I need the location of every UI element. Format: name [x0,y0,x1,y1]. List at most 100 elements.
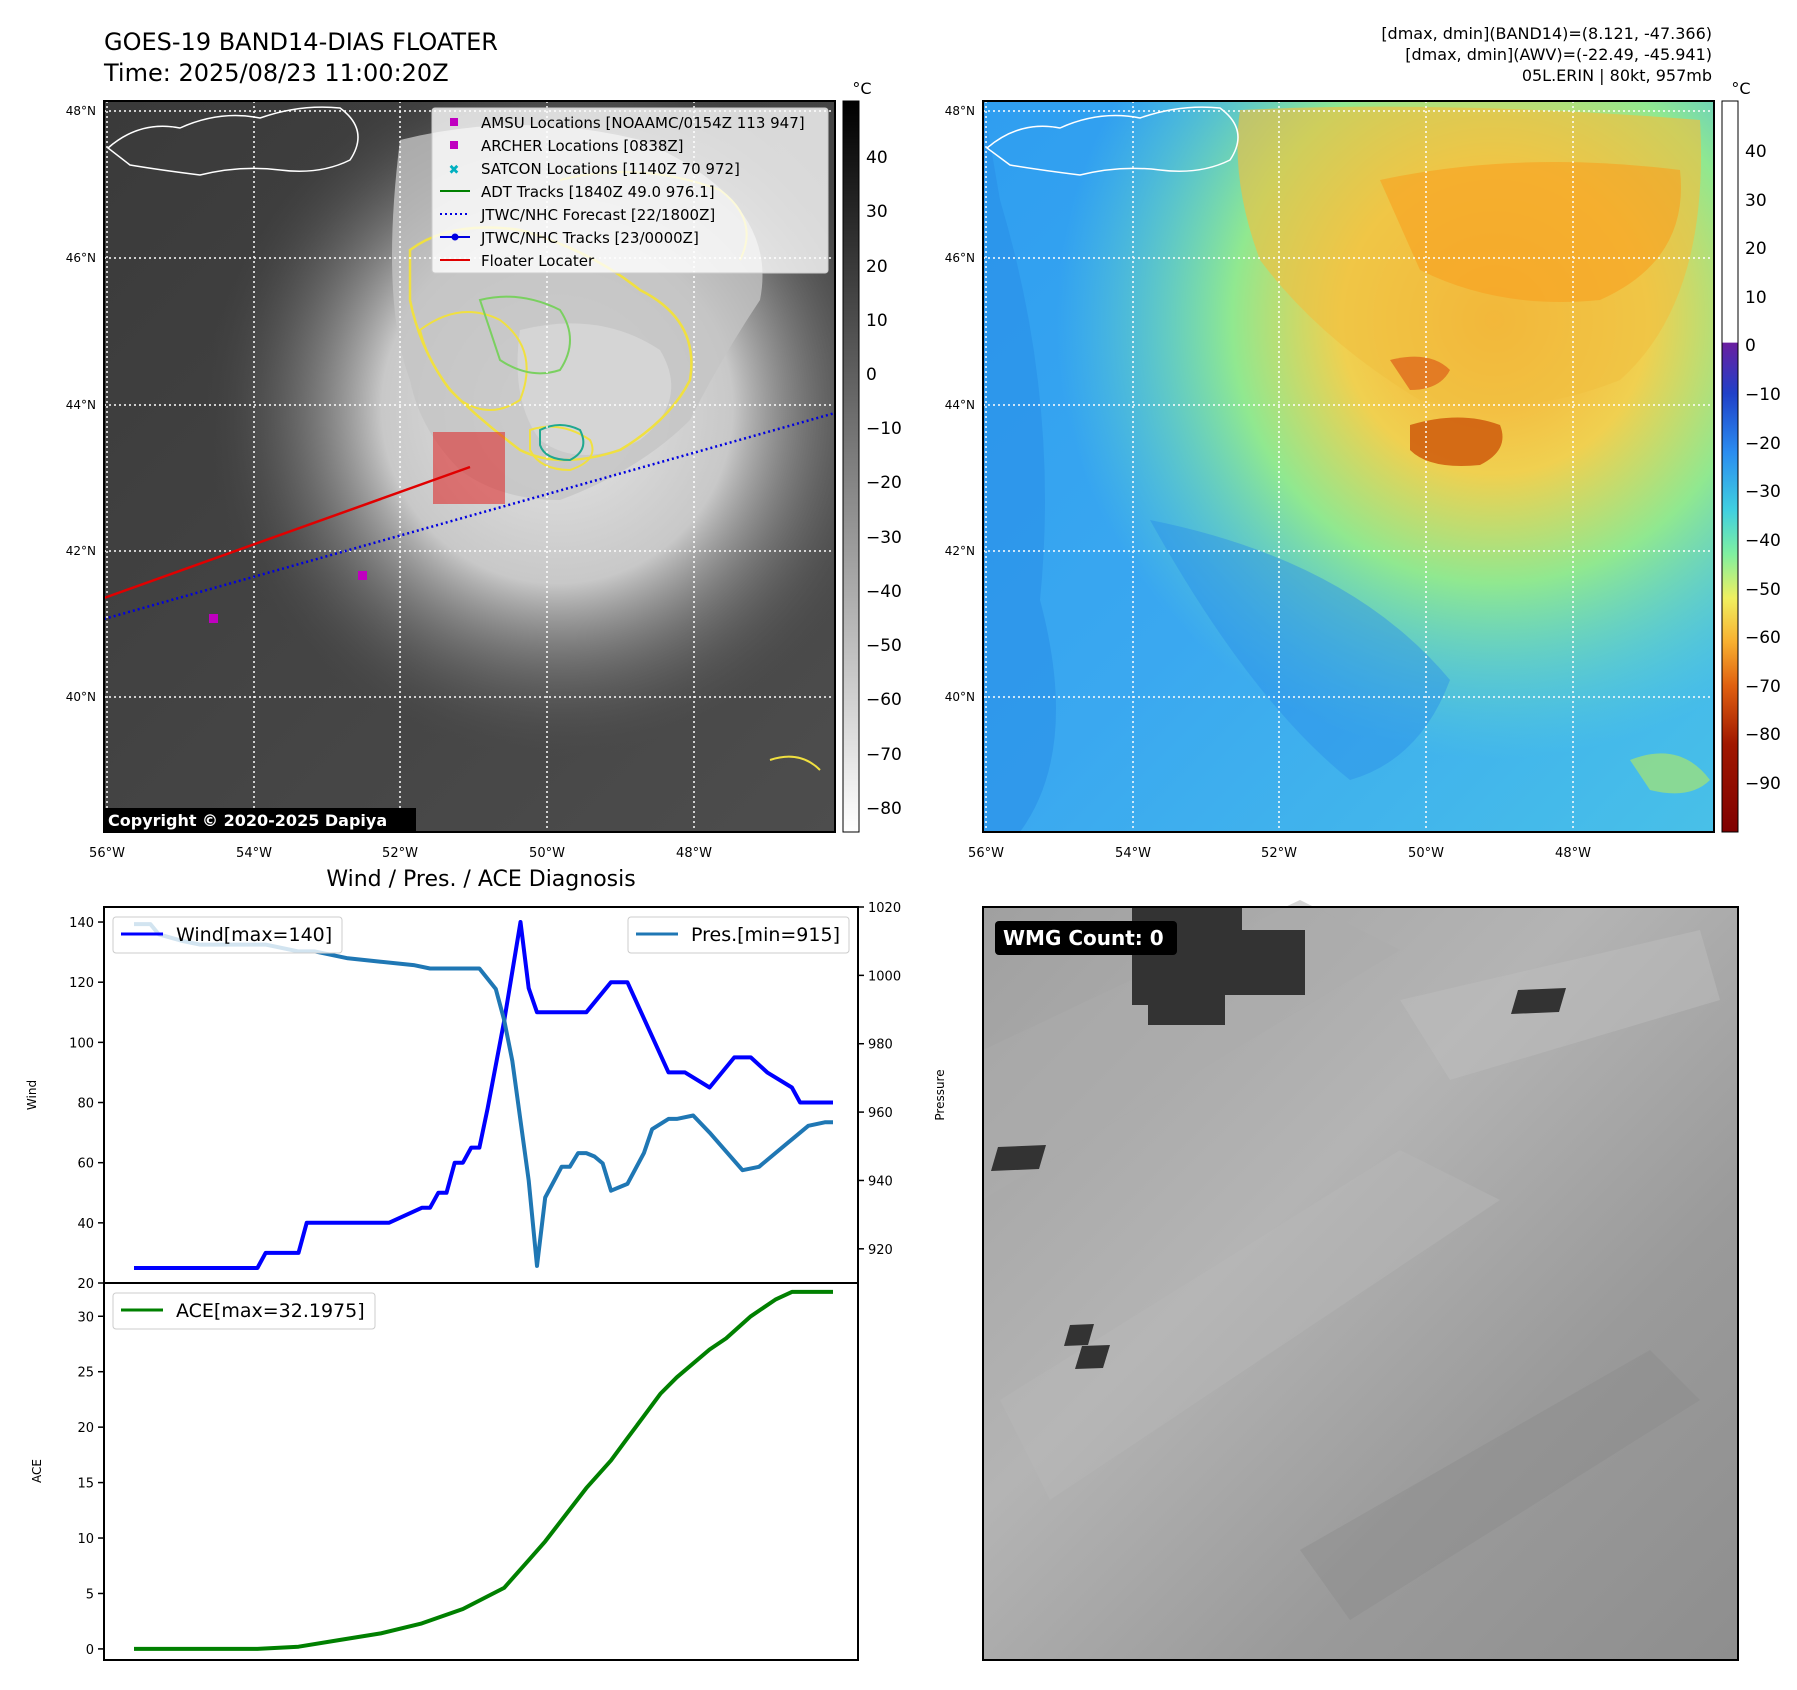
ace-marks [134,1289,833,1651]
wmg-dark-cell [1511,988,1566,1014]
ir-colorbar: °C 40 30 20 10 0 −10 −20 −30 −40 −50 −60… [842,79,902,833]
ir-tick-m60: −60 [866,690,902,710]
wmg-dark-cell [1075,1345,1110,1369]
wv-lon-50: 50°W [1408,846,1444,861]
ace-tick-label: 10 [77,1532,94,1547]
ace-axis-ticks: 0 5 10 15 20 25 30 [77,1310,104,1658]
wv-tick-m70: −70 [1745,677,1781,697]
wv-tick-m90: −90 [1745,774,1781,794]
legend-satcon-icon: ✖ [449,163,460,178]
copyright-badge [104,808,416,832]
figure-time: Time: 2025/08/23 11:00:20Z [103,59,449,87]
wind-tick-label: 60 [77,1157,94,1172]
diagnosis-title: Wind / Pres. / ACE Diagnosis [326,867,635,892]
pressure-tick-label: 940 [868,1174,893,1189]
wind-tick-label: 100 [69,1036,94,1051]
wv-lon-48: 48°W [1555,846,1591,861]
wind-legend [112,916,343,954]
amsu-marker [209,614,218,623]
ace-series-line [134,1289,833,1651]
ir-tick-m80: −80 [866,799,902,819]
wv-lat-labels: 48°N 46°N 44°N 42°N 40°N [945,104,975,704]
wind-tick-label: 40 [77,1217,94,1232]
ace-tick-label: 5 [86,1587,94,1602]
legend-amsu-icon [450,118,458,126]
ir-lon-52: 52°W [382,846,418,861]
wmg-count-badge [995,921,1177,955]
wv-tick-m60: −60 [1745,628,1781,648]
ace-tick-label: 25 [77,1366,94,1381]
ir-lon-labels: 56°W 54°W 52°W 50°W 48°W [89,846,712,861]
legend-forecast-label: JTWC/NHC Forecast [22/1800Z] [480,206,715,224]
wv-tick-40: 40 [1745,142,1767,162]
info-band14: [dmax, dmin](BAND14)=(8.121, -47.366) [1381,24,1712,43]
pressure-axis-ticks: 920 940 960 980 1000 1020 [858,901,901,1258]
wv-tick-0: 0 [1745,336,1756,356]
wmg-dark-cell [1064,1324,1094,1346]
wv-map-panel [982,100,1715,833]
ir-tick-30: 30 [866,202,888,222]
wv-colorbar: °C 40 30 20 10 0 −10 −20 −30 −40 −50 −60… [1721,79,1781,833]
wind-tick-label: 20 [77,1277,94,1292]
ace-legend-label: ACE[max=32.1975] [176,1300,365,1322]
ir-tick-0: 0 [866,365,877,385]
wv-lat-44: 44°N [945,398,975,412]
legend-tracks-label: JTWC/NHC Tracks [23/0000Z] [480,229,699,247]
ace-plot: 0 5 10 15 20 25 30 ACE ACE[max=32.1975] [30,1282,859,1661]
ir-tick-m70: −70 [866,745,902,765]
wmg-dark-cell [991,1145,1046,1171]
ir-lon-50: 50°W [529,846,565,861]
pressure-tick-label: 960 [868,1106,893,1121]
wind-tick-label: 120 [69,976,94,991]
wv-lon-54: 54°W [1115,846,1151,861]
wind-axis-label: Wind [25,1080,39,1110]
wv-tick-10: 10 [1745,288,1767,308]
ir-tick-m10: −10 [866,419,902,439]
wind-axis-ticks: 20 40 60 80 100 120 140 [69,916,104,1292]
pres-legend [627,916,850,954]
ir-tick-m40: −40 [866,582,902,602]
wv-tick-m80: −80 [1745,725,1781,745]
ir-tick-m50: −50 [866,636,902,656]
wind-tick-label: 80 [77,1097,94,1112]
wv-colorbar-unit: °C [1731,79,1750,98]
ir-colorbar-ticks: 40 30 20 10 0 −10 −20 −30 −40 −50 −60 −7… [866,148,902,819]
pressure-tick-label: 1000 [868,969,901,984]
ir-lat-40: 40°N [66,690,96,704]
wv-tick-20: 20 [1745,239,1767,259]
wv-lon-56: 56°W [968,846,1004,861]
wv-tick-30: 30 [1745,191,1767,211]
copyright-text: Copyright © 2020-2025 Dapiya [108,811,387,830]
ir-lon-54: 54°W [236,846,272,861]
wv-lat-42: 42°N [945,544,975,558]
ir-tick-10: 10 [866,311,888,331]
wv-tick-m40: −40 [1745,531,1781,551]
legend-floater-label: Floater Locater [481,252,595,270]
pressure-axis-label: Pressure [933,1069,947,1120]
wv-lat-46: 46°N [945,251,975,265]
ir-lon-56: 56°W [89,846,125,861]
info-awv: [dmax, dmin](AWV)=(-22.49, -45.941) [1405,45,1712,64]
ace-tick-label: 20 [77,1421,94,1436]
ir-lat-42: 42°N [66,544,96,558]
ir-lat-46: 46°N [66,251,96,265]
ir-lat-44: 44°N [66,398,96,412]
wind-legend-label: Wind[max=140] [176,924,332,946]
ir-tick-m30: −30 [866,528,902,548]
wmg-count-label: WMG Count: 0 [1003,926,1164,950]
wind-tick-label: 140 [69,916,94,931]
figure-title: GOES-19 BAND14-DIAS FLOATER [104,28,498,56]
legend-tracks-dot-icon [451,233,459,241]
pressure-tick-label: 920 [868,1243,893,1258]
wv-lat-40: 40°N [945,690,975,704]
legend-amsu-label: AMSU Locations [NOAAMC/0154Z 113 947] [481,114,805,132]
wv-tick-m30: −30 [1745,482,1781,502]
wmg-panel: WMG Count: 0 [982,900,1739,1661]
legend-archer-icon [450,141,458,149]
pressure-tick-label: 980 [868,1038,893,1053]
forecast-track-line [103,411,836,621]
wv-colorbar-ticks: 40 30 20 10 0 −10 −20 −30 −40 −50 −60 −7… [1745,142,1781,794]
pressure-tick-label: 1020 [868,901,901,916]
archer-marker [358,571,367,580]
